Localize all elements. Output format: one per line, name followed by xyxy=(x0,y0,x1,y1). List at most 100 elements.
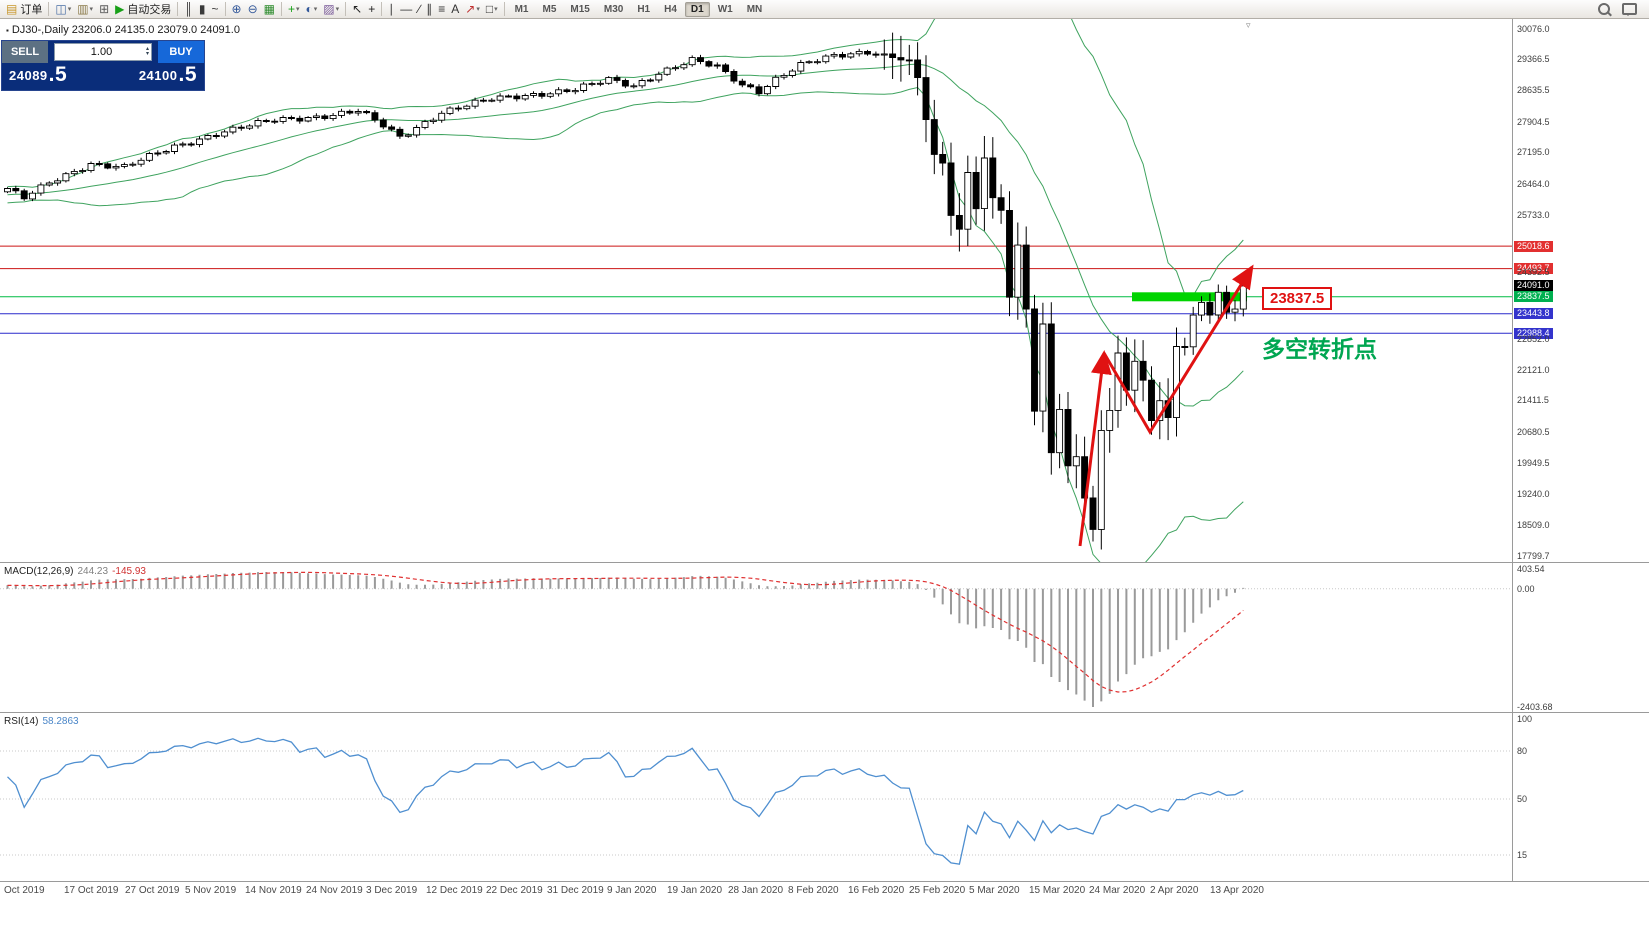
search-button[interactable] xyxy=(1595,1,1613,18)
time-axis-label: 13 Apr 2020 xyxy=(1210,885,1264,896)
channel-icon: ∥ xyxy=(426,2,433,16)
trend-arrow[interactable] xyxy=(1102,264,1254,435)
dropdown-arrow-icon: ▾ xyxy=(335,6,340,13)
trendline-button[interactable]: ∕ xyxy=(415,1,423,18)
rsi-axis-label: 100 xyxy=(1517,714,1533,724)
timeframe-m30[interactable]: M30 xyxy=(603,3,624,15)
macd-axis-label: -2403.68 xyxy=(1517,702,1553,712)
bar-chart-mode-button[interactable]: ║ xyxy=(181,1,196,18)
cursor-icon: ↖ xyxy=(352,2,363,16)
price-axis-label: 27904.5 xyxy=(1517,117,1550,127)
rsi-label: RSI(14) 58.2863 xyxy=(4,716,79,727)
time-axis-label: 31 Dec 2019 xyxy=(547,885,604,896)
price-axis-label: 24091.0 xyxy=(1514,280,1553,291)
timeframe-m5[interactable]: M5 xyxy=(542,3,557,15)
templates-button[interactable]: ▨ ▾ xyxy=(320,1,342,18)
turning-point-annotation[interactable]: 多空转折点 xyxy=(1262,336,1377,362)
trade-prices-row: 24089.5 24100.5 xyxy=(2,63,204,90)
main-price-chart[interactable] xyxy=(0,19,1512,562)
price-axis-label: 22852.0 xyxy=(1517,334,1550,344)
shapes-button[interactable]: □ ▾ xyxy=(483,1,501,18)
timeframe-mn[interactable]: MN xyxy=(746,3,763,15)
support-zone-bar[interactable] xyxy=(1132,292,1247,302)
buy-price[interactable]: 24100.5 xyxy=(139,63,197,86)
candle-chart-mode-button[interactable]: ▮ xyxy=(196,1,209,18)
fibonacci-button[interactable]: ≡ xyxy=(435,1,448,18)
periods-button[interactable]: ◐ ▾ xyxy=(303,1,321,18)
spin-up-icon[interactable]: ▴ xyxy=(145,46,149,52)
dropdown-arrow-icon: ▾ xyxy=(476,6,480,13)
chat-button[interactable] xyxy=(1619,1,1640,18)
clock-icon: ◐ xyxy=(305,2,313,16)
rsi-name: RSI(14) xyxy=(4,716,39,727)
price-axis-label: 25733.0 xyxy=(1517,210,1550,220)
buy-button[interactable]: BUY xyxy=(158,41,204,63)
new-chart-button[interactable]: ◫ ▾ xyxy=(52,1,74,18)
price-axis-label: 20680.5 xyxy=(1517,427,1550,437)
line-chart-mode-button[interactable]: ~ xyxy=(208,1,221,18)
timeframe-m15[interactable]: M15 xyxy=(570,3,590,15)
zoom-in-icon: ⊕ xyxy=(231,2,242,16)
template-icon: ▨ xyxy=(323,2,335,16)
price-axis-label: 22121.0 xyxy=(1517,365,1550,375)
trend-arrow[interactable] xyxy=(1078,350,1112,547)
price-axis-label: 21411.5 xyxy=(1517,395,1549,405)
autotrade-button[interactable]: ▶ 自动交易 xyxy=(112,1,174,18)
dropdown-arrow-icon: ▾ xyxy=(313,6,318,13)
indicators-icon: + xyxy=(287,2,295,16)
crosshair-button[interactable]: + xyxy=(365,1,378,18)
zoom-in-button[interactable]: ⊕ xyxy=(229,1,245,18)
new-order-button[interactable]: ▤ 订单 xyxy=(3,1,45,18)
trendline-icon: ∕ xyxy=(418,2,421,16)
candlestick-icon: ▮ xyxy=(198,2,206,16)
search-icon xyxy=(1598,3,1610,15)
market-watch-button[interactable]: ⊞ xyxy=(96,1,112,18)
text-button[interactable]: A xyxy=(448,1,462,18)
channel-button[interactable]: ∥ xyxy=(423,1,435,18)
chart-shift-marker[interactable]: ▿ xyxy=(1246,20,1251,30)
cursor-button[interactable]: ↖ xyxy=(349,1,365,18)
timeframe-h4[interactable]: H4 xyxy=(664,3,677,15)
timeframe-m1[interactable]: M1 xyxy=(514,3,529,15)
price-axis-label: 29366.5 xyxy=(1517,54,1550,64)
bollinger-lower-band xyxy=(7,86,1244,562)
macd-indicator-panel[interactable] xyxy=(0,563,1512,712)
indicators-button[interactable]: + ▾ xyxy=(285,1,303,18)
vertical-line-button[interactable]: ∣ xyxy=(385,1,397,18)
macd-name: MACD(12,26,9) xyxy=(4,566,74,577)
order-icon: ▤ xyxy=(6,2,18,16)
panel-separator[interactable] xyxy=(0,562,1649,563)
volume-value: 1.00 xyxy=(90,46,113,58)
spin-down-icon[interactable]: ▾ xyxy=(145,51,149,57)
grid-button[interactable]: ▦ xyxy=(261,1,278,18)
rsi-axis-label: 50 xyxy=(1517,794,1528,804)
buy-price-frac: .5 xyxy=(178,63,197,86)
volume-stepper[interactable]: 1.00 ▴ ▾ xyxy=(54,43,152,61)
macd-histogram xyxy=(6,572,1245,707)
timeframe-d1[interactable]: D1 xyxy=(684,1,710,17)
panel-separator[interactable] xyxy=(0,712,1649,713)
timeframe-w1[interactable]: W1 xyxy=(717,3,733,15)
time-axis-label: 3 Dec 2019 xyxy=(366,885,418,896)
dropdown-arrow-icon: ▾ xyxy=(89,6,94,13)
timeframe-h1[interactable]: H1 xyxy=(637,3,651,15)
macd-axis-label: 0.00 xyxy=(1517,584,1535,594)
support-zone-price-label[interactable]: 23837.5 xyxy=(1262,287,1333,310)
price-scale-separator[interactable] xyxy=(1512,19,1513,881)
profiles-button[interactable]: ▥ ▾ xyxy=(74,1,96,18)
rsi-axis-label: 80 xyxy=(1517,746,1528,756)
rsi-indicator-panel[interactable] xyxy=(0,713,1512,881)
price-axis-label: 25018.6 xyxy=(1514,241,1553,252)
horizontal-line-button[interactable]: ― xyxy=(397,1,415,18)
time-axis-label: 15 Mar 2020 xyxy=(1029,885,1086,896)
arrows-button[interactable]: ↗ ▾ xyxy=(462,1,483,18)
macd-main-value: 244.23 xyxy=(77,566,109,577)
time-axis-label: 5 Mar 2020 xyxy=(969,885,1020,896)
sell-button[interactable]: SELL xyxy=(2,41,48,63)
time-axis-label: 9 Jan 2020 xyxy=(607,885,657,896)
panel-separator xyxy=(0,881,1649,882)
zoom-out-button[interactable]: ⊖ xyxy=(245,1,261,18)
autotrade-icon: ▶ xyxy=(115,2,125,16)
sell-price[interactable]: 24089.5 xyxy=(9,64,67,85)
price-axis-label: 18509.0 xyxy=(1517,520,1550,530)
